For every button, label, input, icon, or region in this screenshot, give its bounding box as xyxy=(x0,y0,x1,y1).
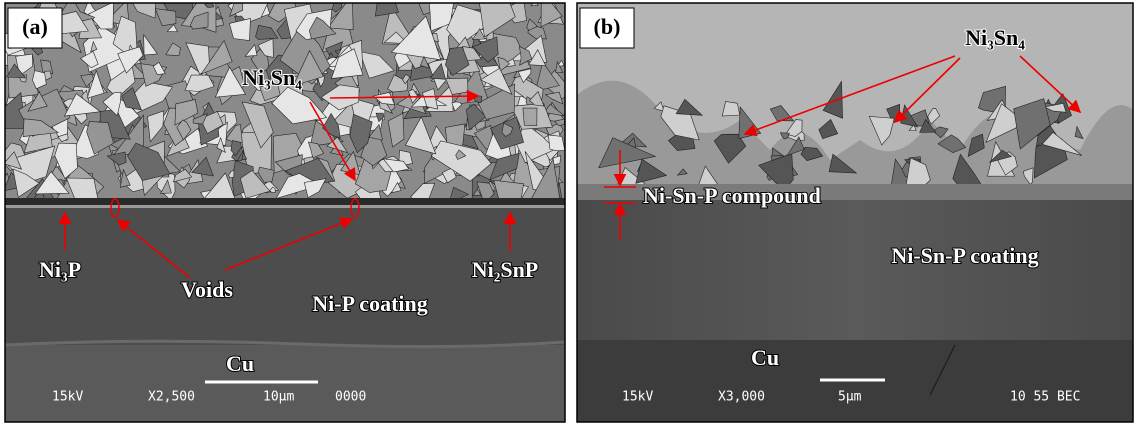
micrograph-b xyxy=(577,3,1133,422)
info: 10 55 BEC xyxy=(1010,390,1080,405)
info: 10μm xyxy=(263,390,294,405)
phase-label: Ni₃Sn₄ xyxy=(242,65,302,90)
layer-label: Cu xyxy=(226,351,254,376)
phase-label: Ni₂SnP xyxy=(472,257,539,282)
info: 15kV xyxy=(52,390,83,405)
info: X3,000 xyxy=(718,390,765,405)
crystal xyxy=(523,108,537,126)
phase-label: Ni₃P xyxy=(39,257,81,282)
layer-label: Ni-P coating xyxy=(312,291,428,316)
phase-label: Ni₃Sn₄ xyxy=(965,25,1025,50)
micrograph-a xyxy=(0,0,567,422)
crystal xyxy=(722,102,740,117)
layer-label: Ni-Sn-P coating xyxy=(891,243,1038,268)
figure: (a) Ni₃Sn₄ Ni₃P Voids Ni₂SnP Ni-P coatin… xyxy=(0,0,1136,425)
panel-label: (a) xyxy=(22,14,48,39)
info: X2,500 xyxy=(148,390,195,405)
info: 0000 xyxy=(335,390,366,405)
voids-label: Voids xyxy=(181,277,233,302)
info: 5μm xyxy=(838,390,862,405)
panel-label: (b) xyxy=(594,14,621,39)
layer-label: Cu xyxy=(751,345,779,370)
layer-label: Ni-Sn-P compound xyxy=(643,183,821,208)
info: 15kV xyxy=(622,390,653,405)
